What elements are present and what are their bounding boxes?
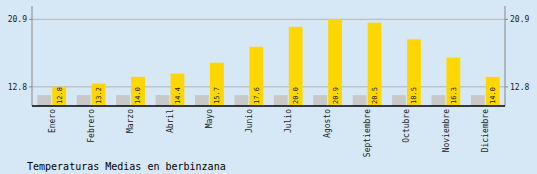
grid-line bbox=[32, 19, 505, 20]
data-label: 14.4 bbox=[174, 87, 182, 104]
y-tick-label: 12.8 bbox=[8, 83, 27, 92]
data-label: 20.0 bbox=[292, 87, 300, 104]
x-axis-line bbox=[32, 105, 505, 107]
bar bbox=[77, 95, 91, 106]
bar bbox=[328, 19, 342, 106]
data-label: 15.7 bbox=[213, 87, 221, 104]
data-label: 18.5 bbox=[410, 87, 418, 104]
bar bbox=[210, 63, 224, 106]
y2-tick-label: 20.9 bbox=[510, 15, 529, 24]
bars bbox=[37, 19, 499, 106]
x-tick-label: Diciembre bbox=[481, 109, 490, 153]
bar bbox=[52, 87, 66, 106]
x-tick-label: Agosto bbox=[323, 109, 332, 138]
bar bbox=[392, 95, 406, 106]
x-tick-label: Julio bbox=[284, 109, 293, 133]
bar bbox=[249, 47, 263, 106]
data-label: 14.0 bbox=[134, 87, 142, 104]
y-axis-line bbox=[32, 6, 33, 106]
data-label: 16.3 bbox=[450, 87, 458, 104]
bar bbox=[446, 58, 460, 106]
x-tick-label: Mayo bbox=[205, 109, 214, 128]
y2-axis-line bbox=[505, 6, 506, 106]
y-tick bbox=[29, 19, 32, 20]
x-tick-label: Marzo bbox=[126, 109, 135, 133]
bar bbox=[313, 95, 327, 106]
background bbox=[0, 0, 537, 174]
y-tick-label: 20.9 bbox=[8, 15, 27, 24]
chart-svg: 12.8 13.2 14.0 14.4 15.7 17.6 20.0 20.9 20.5 18.5… bbox=[0, 0, 537, 174]
data-label: 20.9 bbox=[332, 87, 340, 104]
bar bbox=[486, 77, 500, 106]
bar bbox=[368, 23, 382, 106]
x-tick-label: Noviembre bbox=[442, 109, 451, 153]
bar bbox=[131, 77, 145, 106]
y-tick bbox=[29, 86, 32, 87]
bar bbox=[431, 95, 445, 106]
y2-tick-label: 12.8 bbox=[510, 83, 529, 92]
chart-container: 12.8 13.2 14.0 14.4 15.7 17.6 20.0 20.9 20.5 18.5… bbox=[0, 0, 537, 174]
bar bbox=[471, 95, 485, 106]
y2-tick bbox=[505, 86, 508, 87]
data-label: 20.5 bbox=[371, 87, 379, 104]
bar bbox=[234, 95, 248, 106]
data-label: 14.0 bbox=[489, 87, 497, 104]
bar bbox=[407, 39, 421, 106]
bar bbox=[171, 74, 185, 107]
bar bbox=[195, 95, 209, 106]
bar bbox=[156, 95, 170, 106]
x-tick-label: Junio bbox=[245, 109, 254, 133]
bar bbox=[92, 84, 106, 107]
bar bbox=[353, 95, 367, 106]
bar bbox=[274, 95, 288, 106]
x-tick-label: Octubre bbox=[402, 109, 411, 143]
bar bbox=[37, 95, 51, 106]
title: Temperaturas Medias en berbinzana bbox=[27, 161, 226, 172]
data-label: 17.6 bbox=[253, 87, 261, 104]
y2-tick bbox=[505, 19, 508, 20]
bar bbox=[116, 95, 130, 106]
data-label: 12.8 bbox=[56, 87, 64, 104]
x-tick-label: Septiembre bbox=[363, 109, 372, 157]
x-tick-label: Febrero bbox=[87, 109, 96, 143]
x-tick-label: Abril bbox=[166, 109, 175, 133]
data-label: 13.2 bbox=[95, 87, 103, 104]
bar bbox=[289, 27, 303, 106]
x-tick-label: Enero bbox=[48, 109, 57, 133]
